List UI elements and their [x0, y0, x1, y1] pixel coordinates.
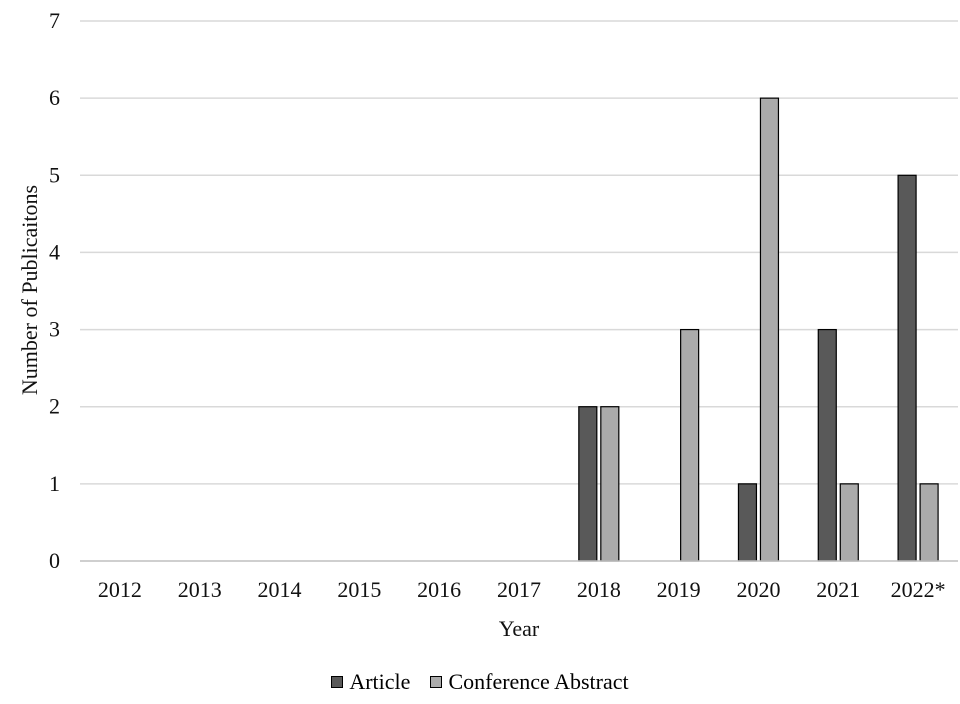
legend-swatch-article [331, 676, 344, 688]
bars [578, 97, 939, 562]
bar-conference-abstract-2019 [680, 328, 700, 562]
axes: 0 1 2 3 4 5 6 7 2012 2013 2014 2015 2016 2017 2018 2019… [49, 8, 958, 602]
legend-item-article: Article [331, 670, 410, 694]
y-tick-label: 7 [49, 8, 60, 33]
bar-conference-abstract-2018 [600, 406, 620, 562]
legend-label-article: Article [349, 669, 411, 694]
x-tick-label: 2014 [258, 577, 302, 602]
legend-item-conference-abstract: Conference Abstract [430, 669, 629, 694]
y-tick-label: 1 [49, 471, 60, 496]
bar-conference-abstract-2020 [759, 97, 780, 562]
legend: Article Conference Abstract [0, 670, 960, 694]
x-tick-label: 2019 [657, 577, 701, 602]
gridlines [80, 20, 958, 485]
bar-article-2018 [578, 406, 598, 562]
bar-conference-abstract-2021 [839, 483, 859, 562]
x-tick-label: 2017 [497, 577, 541, 602]
y-tick-label: 2 [49, 394, 60, 419]
y-tick-label: 4 [49, 239, 60, 264]
x-tick-label: 2018 [577, 577, 621, 602]
x-tick-label: 2020 [736, 577, 780, 602]
bar-article-2020 [737, 483, 758, 562]
x-tick-label: 2012 [98, 577, 142, 602]
legend-label-conference-abstract: Conference Abstract [448, 669, 629, 694]
x-tick-label: 2021 [816, 577, 860, 602]
x-tick-label: 2022* [891, 577, 946, 602]
legend-swatch-conference-abstract [430, 676, 443, 688]
y-tick-label: 5 [49, 162, 60, 187]
x-axis-label: Year [499, 616, 540, 641]
y-tick-label: 6 [49, 85, 60, 110]
y-tick-label: 0 [49, 548, 60, 573]
y-tick-label: 3 [49, 317, 60, 342]
x-tick-label: 2013 [178, 577, 222, 602]
x-tick-label: 2016 [417, 577, 461, 602]
bar-article-2021 [817, 328, 837, 562]
x-tick-label: 2015 [337, 577, 381, 602]
y-axis-label: Number of Publicaitons [17, 185, 42, 395]
bar-conference-abstract-2022* [919, 483, 939, 562]
bar-article-2022* [897, 174, 917, 562]
